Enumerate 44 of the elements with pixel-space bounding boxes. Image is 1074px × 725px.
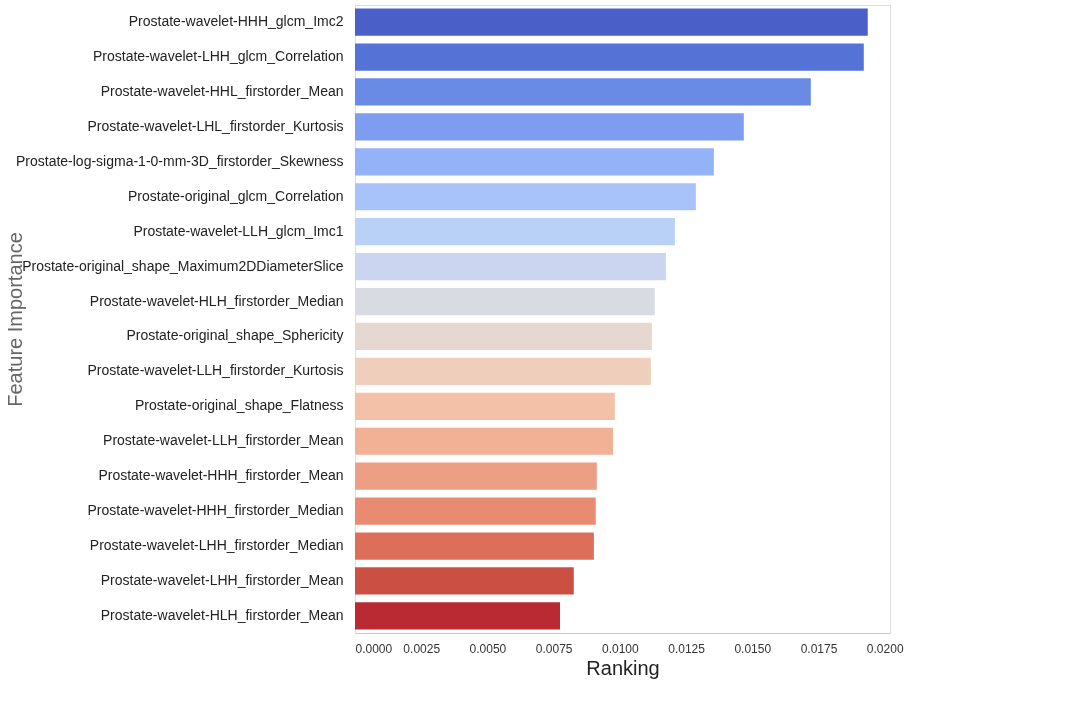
x-tick-label: 0.0150 — [734, 641, 772, 656]
y-tick-label: Prostate-original_shape_Sphericity — [126, 327, 344, 344]
bar — [355, 567, 574, 595]
y-tick-label: Prostate-wavelet-LHH_firstorder_Mean — [100, 571, 344, 588]
x-axis-title: Ranking — [586, 656, 660, 679]
y-tick-label: Prostate-wavelet-LHL_firstorder_Kurtosis — [87, 117, 344, 134]
bar — [355, 427, 613, 455]
y-tick-label: Prostate-wavelet-HLH_firstorder_Median — [89, 292, 344, 309]
y-tick-label: Prostate-original_shape_Flatness — [134, 397, 344, 414]
y-tick-label: Prostate-wavelet-LLH_firstorder_Mean — [103, 432, 344, 449]
bar — [355, 113, 744, 141]
bar — [355, 392, 615, 420]
bar — [355, 218, 675, 246]
x-tick-label: 0.0075 — [535, 641, 573, 656]
y-tick-label: Prostate-wavelet-HHH_firstorder_Mean — [98, 467, 344, 484]
y-tick-label: Prostate-wavelet-LHH_glcm_Correlation — [92, 48, 344, 65]
bar — [355, 78, 811, 106]
bar — [355, 602, 560, 630]
bar — [355, 357, 651, 386]
x-tick-label: 0.0025 — [403, 641, 441, 656]
x-tick-label: 0.0175 — [800, 641, 838, 656]
x-tick-label: 0.0050 — [469, 641, 507, 656]
y-tick-label: Prostate-wavelet-LLH_glcm_Imc1 — [133, 222, 344, 239]
bar — [355, 497, 596, 525]
y-tick-label: Prostate-wavelet-HHL_firstorder_Mean — [100, 82, 344, 99]
y-tick-label: Prostate-wavelet-LHH_firstorder_Median — [89, 537, 344, 554]
bar — [355, 462, 597, 490]
y-tick-label: Prostate-wavelet-HHH_firstorder_Median — [87, 502, 344, 519]
bar — [355, 252, 666, 281]
bar — [355, 183, 696, 211]
y-tick-label: Prostate-wavelet-HLH_firstorder_Mean — [100, 606, 344, 623]
y-tick-label: Prostate-log-sigma-1-0-mm-3D_firstorder_Skewness — [15, 152, 344, 169]
bar — [355, 322, 652, 351]
x-tick-label: 0.0125 — [668, 641, 706, 656]
x-tick-label: 0.0100 — [602, 641, 640, 656]
bar — [355, 532, 594, 560]
x-tick-label: 0.0000 — [355, 641, 393, 656]
bar — [355, 43, 864, 71]
y-tick-label: Prostate-wavelet-LLH_firstorder_Kurtosis — [87, 362, 344, 379]
y-tick-label: Prostate-wavelet-HHH_glcm_Imc2 — [128, 13, 344, 30]
y-tick-label: Prostate-original_glcm_Correlation — [127, 187, 344, 204]
bar — [355, 8, 868, 36]
x-tick-label: 0.0200 — [866, 641, 904, 656]
bar — [355, 148, 714, 176]
